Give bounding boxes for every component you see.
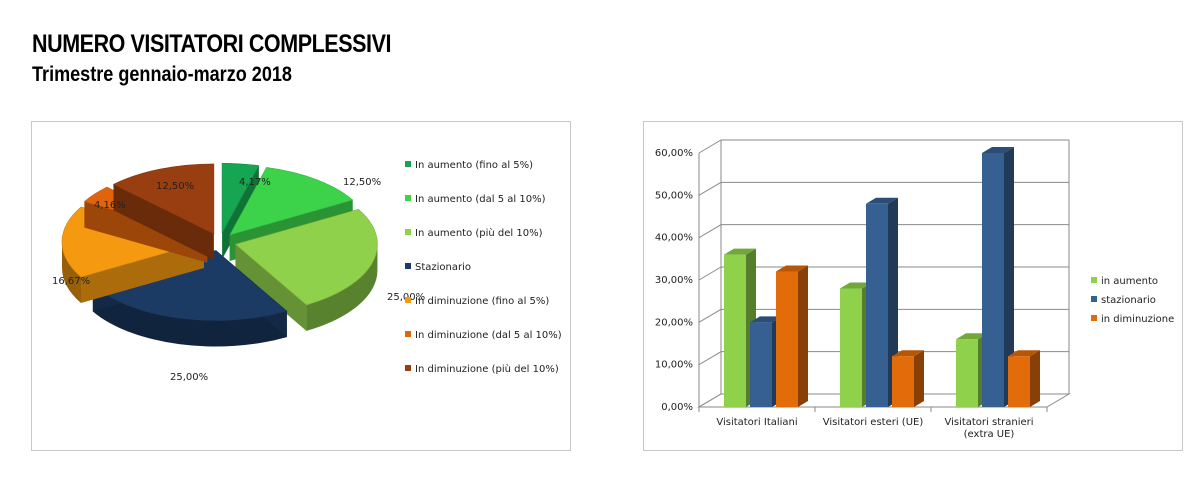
grid-diagonal bbox=[698, 181, 722, 196]
grid-diagonal bbox=[698, 224, 722, 239]
page-title: NUMERO VISITATORI COMPLESSIVI bbox=[32, 30, 392, 58]
legend-label: In diminuzione (più del 10%) bbox=[415, 363, 559, 375]
legend-swatch bbox=[1091, 296, 1097, 302]
bar-side bbox=[798, 265, 808, 407]
legend-label: In aumento (fino al 5%) bbox=[415, 160, 533, 171]
bar-front bbox=[1008, 356, 1030, 407]
bar-front bbox=[982, 153, 1004, 407]
legend-label: In aumento (più del 10%) bbox=[415, 227, 543, 239]
y-tick-label: 20,00% bbox=[655, 317, 693, 328]
bar-front bbox=[776, 271, 798, 407]
bar-top bbox=[892, 350, 924, 357]
bar bbox=[892, 350, 924, 407]
bar bbox=[776, 265, 808, 407]
legend-swatch bbox=[405, 331, 411, 337]
y-tick-label: 0,00% bbox=[661, 402, 693, 413]
bar bbox=[1008, 350, 1040, 407]
bar-front bbox=[866, 203, 888, 407]
pie-slice bbox=[112, 163, 215, 260]
pie-slice-side bbox=[306, 244, 378, 331]
legend-label: In diminuzione (fino al 5%) bbox=[415, 296, 549, 307]
legend-swatch bbox=[1091, 315, 1097, 321]
grid-diagonal bbox=[698, 139, 722, 154]
pie-chart: 4,17%12,50%25,00%25,00%16,67%4,16%12,50%… bbox=[52, 160, 562, 383]
legend-swatch bbox=[405, 161, 411, 167]
legend-swatch bbox=[1091, 277, 1097, 283]
x-category-label: (extra UE) bbox=[964, 429, 1015, 440]
x-category-label: Visitatori esteri (UE) bbox=[823, 417, 924, 428]
bar-front bbox=[956, 339, 978, 407]
y-tick-label: 60,00% bbox=[655, 148, 693, 159]
legend-label: in aumento bbox=[1101, 276, 1158, 287]
bar bbox=[982, 147, 1014, 407]
legend-label: in diminuzione bbox=[1101, 314, 1174, 325]
legend-swatch bbox=[405, 195, 411, 201]
pie-slice-top bbox=[229, 167, 354, 236]
bar-front bbox=[724, 254, 746, 407]
grid-diagonal bbox=[698, 351, 722, 366]
pie-data-label: 25,00% bbox=[170, 372, 208, 383]
pie-data-label: 16,67% bbox=[52, 276, 90, 287]
pie-data-label: 4,16% bbox=[94, 200, 126, 211]
pie-data-label: 4,17% bbox=[239, 177, 271, 188]
bar-front bbox=[840, 288, 862, 407]
pie-slice-wall bbox=[235, 244, 307, 331]
bar-top bbox=[724, 248, 756, 255]
x-category-label: Visitatori stranieri bbox=[944, 417, 1033, 428]
legend-swatch bbox=[405, 297, 411, 303]
bar-chart-panel: 0,00% 10,00% 20,00% 30,00% 40,00% 50,00% 60,00… bbox=[643, 121, 1183, 451]
y-tick-label: 50,00% bbox=[655, 190, 693, 201]
bar-side bbox=[1030, 350, 1040, 407]
bar-chart: 0,00% 10,00% 20,00% 30,00% 40,00% 50,00% 60,00… bbox=[655, 139, 1174, 440]
bar-front bbox=[750, 322, 772, 407]
legend-label: stazionario bbox=[1101, 295, 1156, 306]
legend-label: Stazionario bbox=[415, 262, 471, 273]
y-tick-label: 10,00% bbox=[655, 360, 693, 371]
bar-top bbox=[866, 197, 898, 204]
x-category-label: Visitatori Italiani bbox=[716, 417, 797, 428]
bar-top bbox=[982, 147, 1014, 153]
pie-data-label: 12,50% bbox=[156, 181, 194, 192]
legend-swatch bbox=[405, 263, 411, 269]
pie-data-label: 12,50% bbox=[343, 177, 381, 188]
legend-label: In aumento (dal 5 al 10%) bbox=[415, 194, 546, 205]
y-tick-label: 30,00% bbox=[655, 275, 693, 286]
pie-slice-wall bbox=[113, 184, 214, 260]
bar-side bbox=[1004, 147, 1014, 407]
legend-swatch bbox=[405, 229, 411, 235]
pie-slice bbox=[234, 208, 378, 331]
pie-slice-side bbox=[62, 241, 82, 303]
bar-side bbox=[914, 350, 924, 407]
page-subtitle: Trimestre gennaio-marzo 2018 bbox=[32, 63, 292, 86]
bar-top bbox=[1008, 350, 1040, 357]
pie-slice-top bbox=[234, 208, 378, 306]
y-tick-label: 40,00% bbox=[655, 233, 693, 244]
bar-top bbox=[956, 333, 988, 340]
pie-slice-side bbox=[92, 285, 287, 347]
bar-top bbox=[776, 265, 808, 272]
bar-front bbox=[892, 356, 914, 407]
bar-top bbox=[750, 316, 782, 323]
grid-diagonal bbox=[698, 308, 722, 323]
grid-diagonal bbox=[698, 266, 722, 281]
bar-top bbox=[840, 282, 872, 289]
legend-swatch bbox=[405, 365, 411, 371]
pie-chart-panel: 4,17%12,50%25,00%25,00%16,67%4,16%12,50%… bbox=[31, 121, 571, 451]
pie-slice-top bbox=[112, 163, 215, 235]
pie-slice-top bbox=[221, 162, 260, 234]
legend-label: In diminuzione (dal 5 al 10%) bbox=[415, 330, 562, 341]
